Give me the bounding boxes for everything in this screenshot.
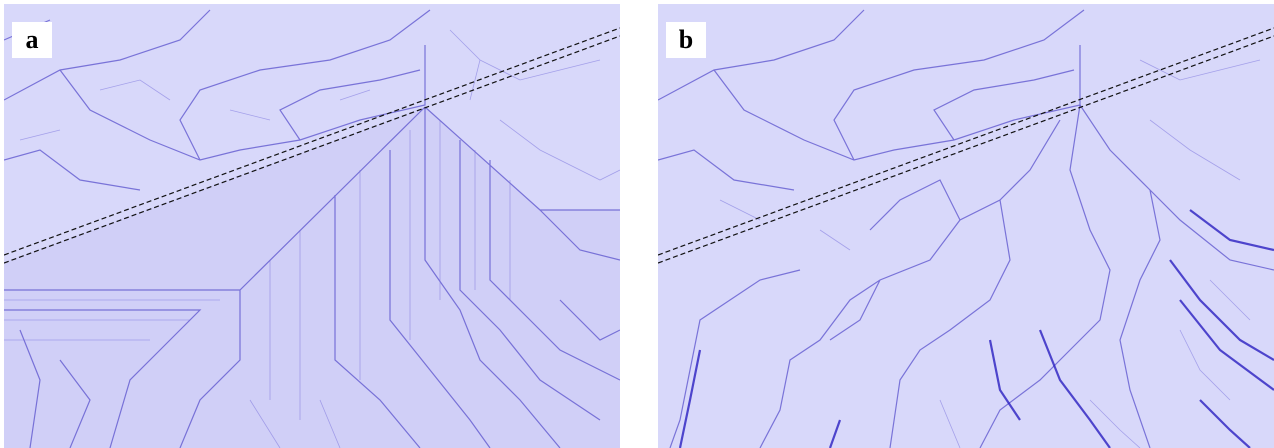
panel-b: b (658, 4, 1274, 448)
panel-label: a (26, 25, 39, 54)
figure: a b (0, 0, 1274, 448)
panel-a: a (4, 4, 620, 448)
panel-background (658, 4, 1274, 448)
panel-label: b (679, 25, 693, 54)
page: a b (() => { const data = JSON.parse(doc… (0, 0, 1274, 448)
